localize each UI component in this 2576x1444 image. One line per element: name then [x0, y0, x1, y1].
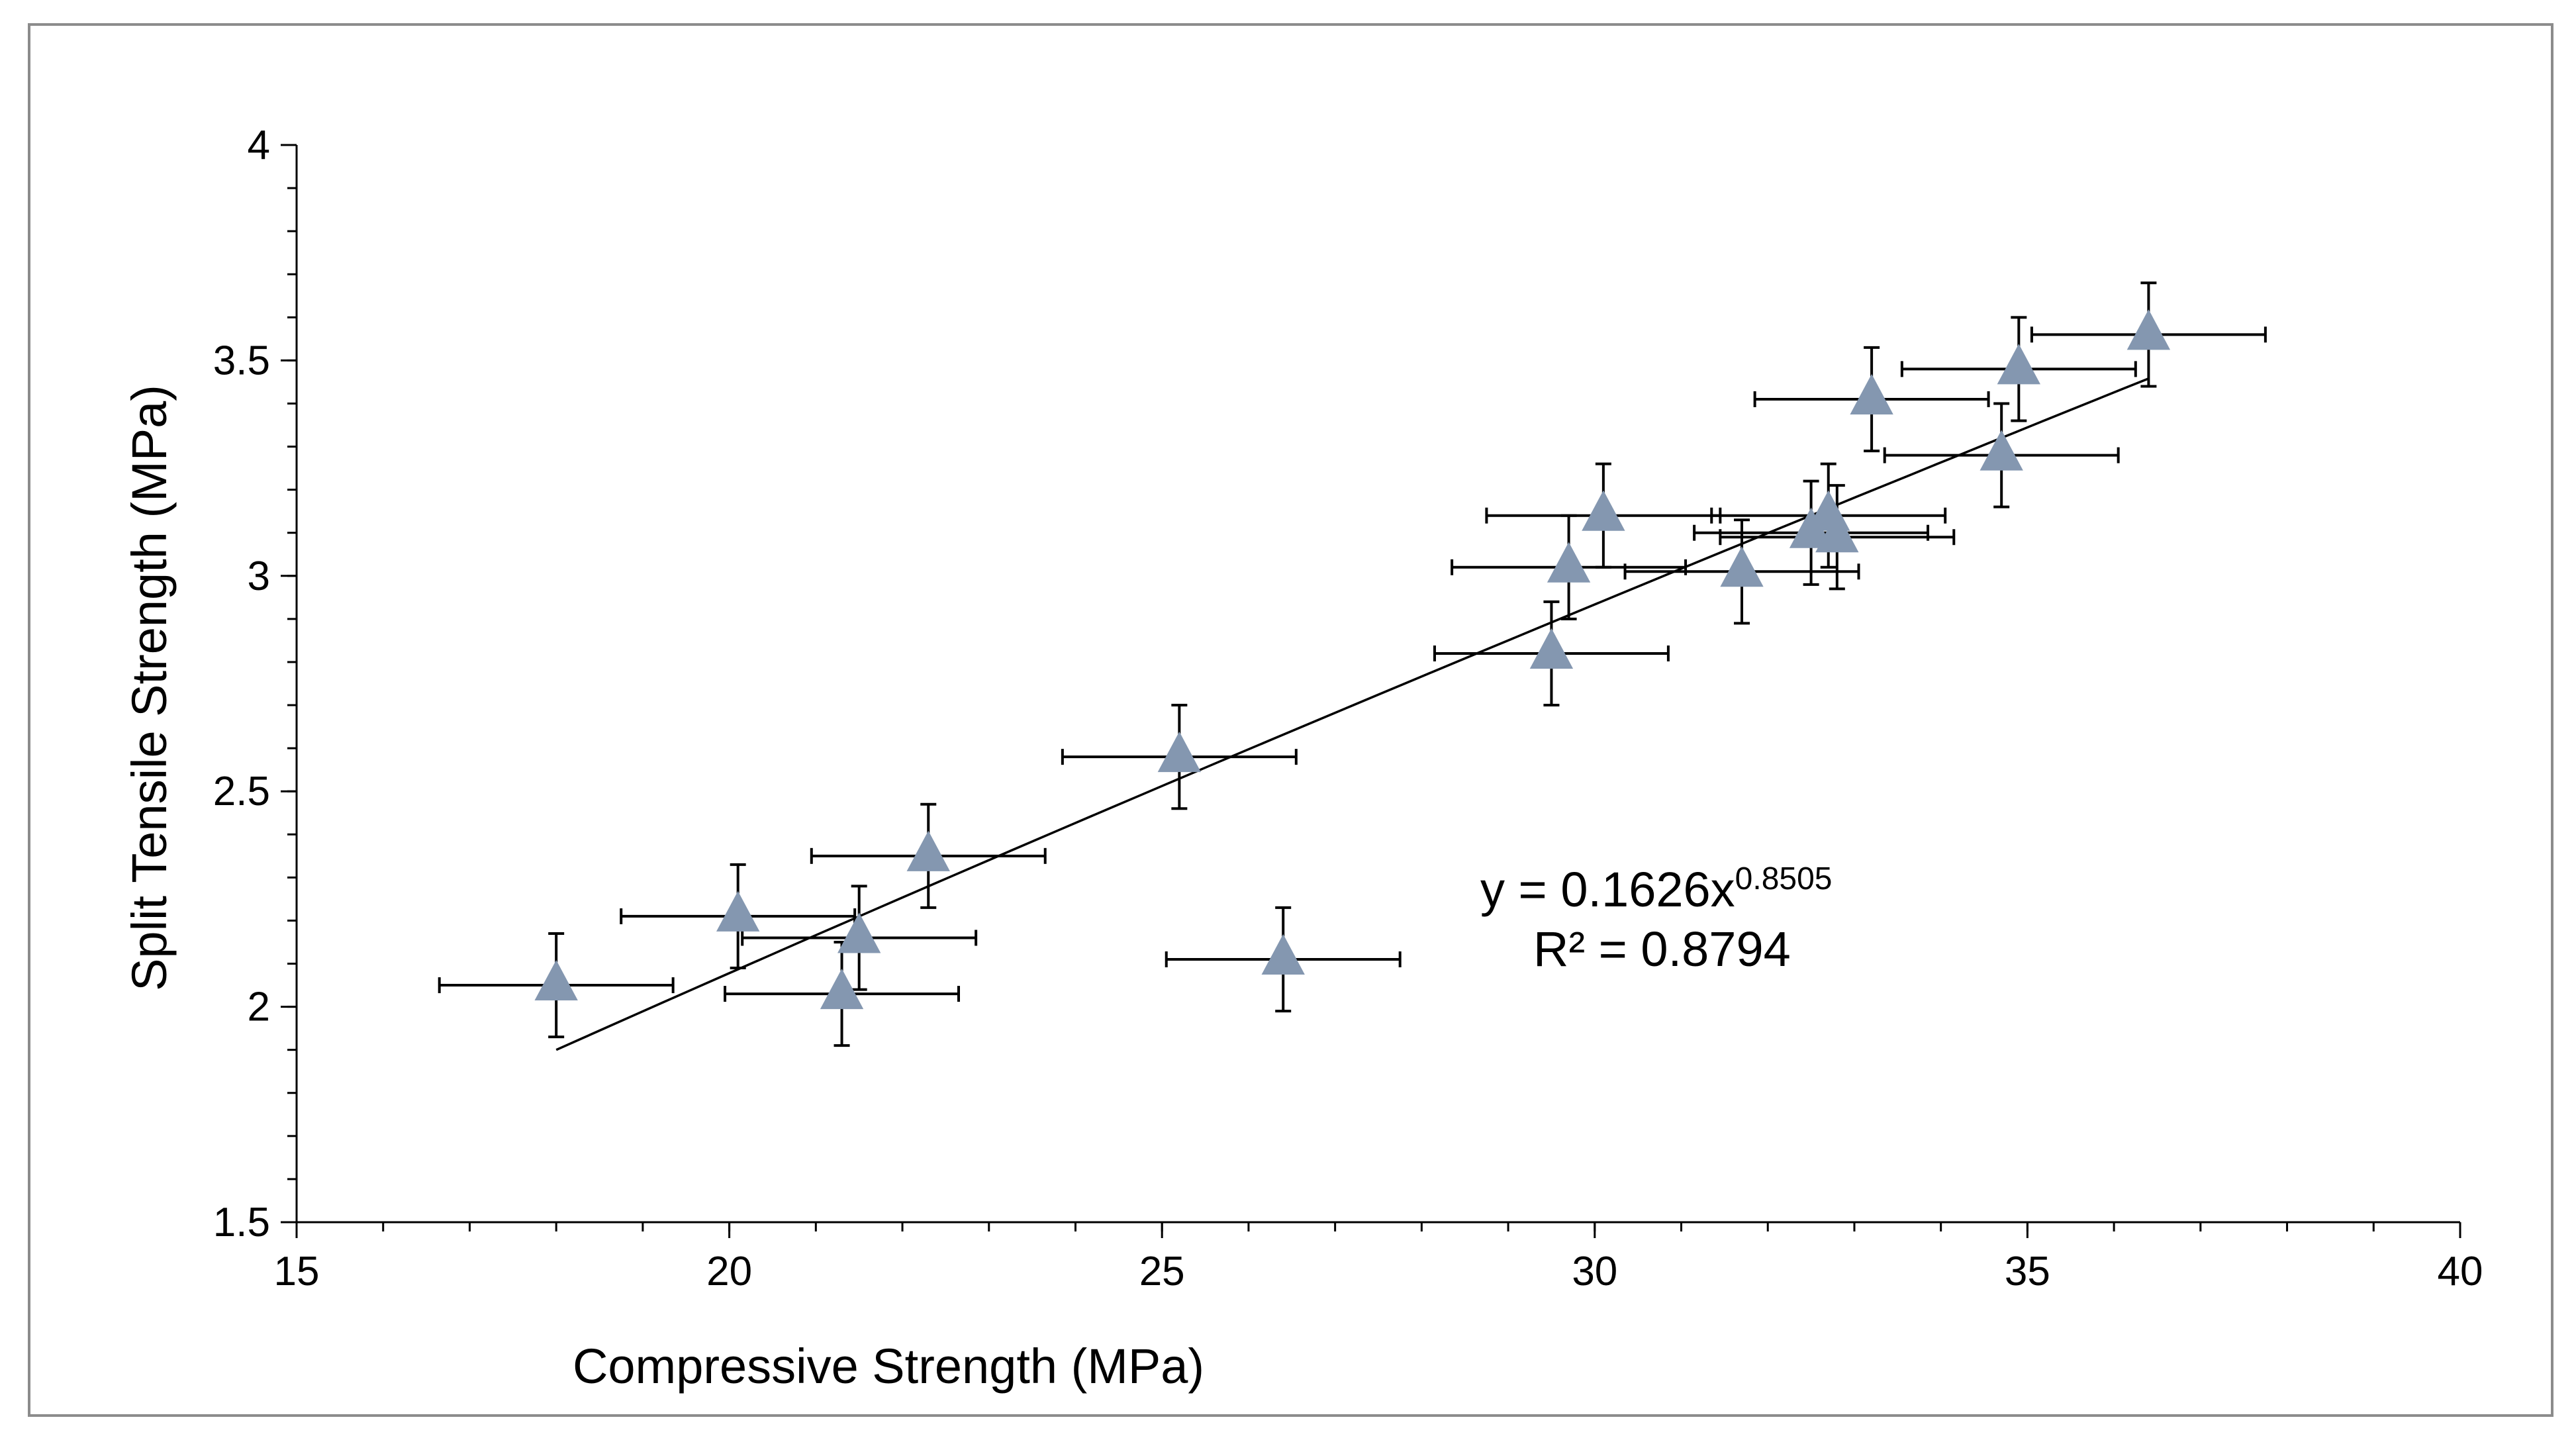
- chart-area: 15 20 25 30 35 40 1.5 2 2.5 3 3.5 4 Compressive Str…: [28, 23, 2553, 1417]
- x-tick-label: 20: [706, 1249, 752, 1294]
- data-point-triangle: [534, 959, 578, 1001]
- data-point-triangle: [1850, 373, 1893, 414]
- data-point-triangle: [1157, 732, 1202, 773]
- y-tick-label: 3: [248, 554, 270, 599]
- data-points: [534, 309, 2171, 1010]
- y-tick-label: 2: [248, 985, 270, 1030]
- data-point-triangle: [1582, 490, 1625, 531]
- trendline-group: [555, 377, 2150, 1051]
- data-point-triangle: [1547, 542, 1591, 583]
- error-bars: [438, 281, 2267, 1047]
- x-tick-label: 30: [1572, 1249, 1617, 1294]
- axes: [281, 144, 2461, 1238]
- y-tick-label: 2.5: [213, 769, 270, 814]
- x-tick-label: 15: [274, 1249, 320, 1294]
- data-point-triangle: [1720, 546, 1764, 587]
- y-tick-label: 3.5: [213, 338, 270, 383]
- trendline-equation-exponent: 0.8505: [1735, 861, 1833, 896]
- data-point-triangle: [1997, 344, 2040, 385]
- data-point-triangle: [2126, 309, 2171, 350]
- x-tick-label: 35: [2005, 1249, 2050, 1294]
- tick-labels: 15 20 25 30 35 40 1.5 2 2.5 3 3.5 4: [213, 122, 2483, 1294]
- data-point-triangle: [820, 968, 864, 1010]
- x-tick-label: 40: [2438, 1249, 2483, 1294]
- data-point-triangle: [1529, 628, 1574, 669]
- scatter-chart: 15 20 25 30 35 40 1.5 2 2.5 3 3.5 4 Compressive Str…: [122, 122, 2483, 1394]
- trendline-r-squared: R² = 0.8794: [1533, 922, 1791, 977]
- data-point-triangle: [837, 912, 881, 953]
- x-axis-title: Compressive Strength (MPa): [573, 1339, 1204, 1394]
- data-point-triangle: [716, 890, 760, 932]
- y-tick-label: 4: [248, 122, 270, 168]
- data-point-triangle: [906, 830, 950, 871]
- trendline-equation: y = 0.1626x0.8505: [1480, 861, 1832, 917]
- x-tick-label: 25: [1139, 1249, 1185, 1294]
- trendline: [555, 377, 2150, 1051]
- data-point-triangle: [1815, 512, 1859, 553]
- data-point-triangle: [1261, 934, 1305, 975]
- data-point-triangle: [1980, 430, 2023, 471]
- y-axis-title: Split Tensile Strength (MPa): [122, 385, 177, 991]
- trendline-equation-base: y = 0.1626x: [1480, 862, 1735, 917]
- y-tick-label: 1.5: [213, 1200, 270, 1245]
